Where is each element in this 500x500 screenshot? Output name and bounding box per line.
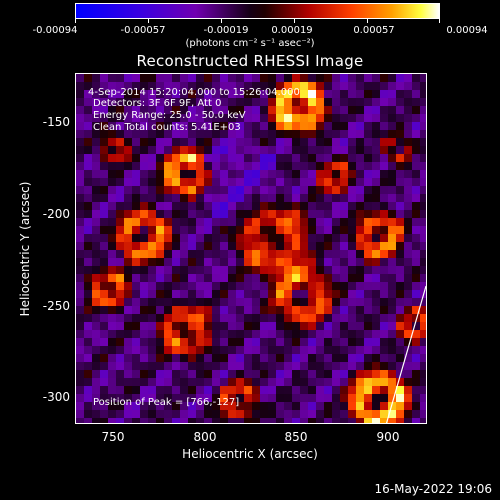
colorbar-units: (photons cm⁻² s⁻¹ asec⁻²) xyxy=(185,38,315,49)
colorbar xyxy=(75,3,440,19)
y-tick-label: -250 xyxy=(42,299,70,313)
colorbar-tick-mark xyxy=(294,19,295,23)
colorbar-tick-label: -0.00057 xyxy=(120,25,166,36)
solar-limb-line xyxy=(385,285,426,423)
colorbar-tick-mark xyxy=(221,19,222,23)
rhessi-heatmap xyxy=(76,74,426,423)
colorbar-tick-label: 0.00019 xyxy=(271,25,313,36)
x-tick-label: 800 xyxy=(193,430,217,444)
detectors-text: Detectors: 3F 6F 9F, Att 0 xyxy=(93,98,222,109)
y-axis-label-container: Heliocentric Y (arcsec) xyxy=(17,73,33,424)
x-tick-label: 900 xyxy=(376,430,400,444)
clean-counts-text: Clean Total counts: 5.41E+03 xyxy=(93,122,241,133)
y-tick-label: -150 xyxy=(42,115,70,129)
colorbar-tick-label: 0.00057 xyxy=(353,25,395,36)
y-tick-label: -200 xyxy=(42,207,70,221)
colorbar-tick-mark xyxy=(367,19,368,23)
rhessi-image-plot xyxy=(75,73,427,424)
y-axis-label: Heliocentric Y (arcsec) xyxy=(18,181,32,316)
colorbar-tick-label: 0.00094 xyxy=(446,25,488,36)
colorbar-tick-mark xyxy=(148,19,149,23)
x-tick-label: 750 xyxy=(101,430,125,444)
x-tick-label: 850 xyxy=(284,430,308,444)
y-tick-label: -300 xyxy=(42,390,70,404)
colorbar-tick-label: -0.00019 xyxy=(203,25,249,36)
colorbar-tick-mark xyxy=(439,19,440,23)
x-axis-label: Heliocentric X (arcsec) xyxy=(182,447,318,461)
colorbar-tick-mark xyxy=(75,19,76,23)
time-range-text: 4-Sep-2014 15:20:04.000 to 15:26:04.000 xyxy=(88,87,300,98)
colorbar-tick-label: -0.00094 xyxy=(32,25,78,36)
image-title: Reconstructed RHESSI Image xyxy=(136,52,364,70)
energy-range-text: Energy Range: 25.0 - 50.0 keV xyxy=(93,110,246,121)
peak-position-text: Position of Peak = [766,-127] xyxy=(93,397,240,408)
plot-timestamp: 16-May-2022 19:06 xyxy=(374,482,492,496)
